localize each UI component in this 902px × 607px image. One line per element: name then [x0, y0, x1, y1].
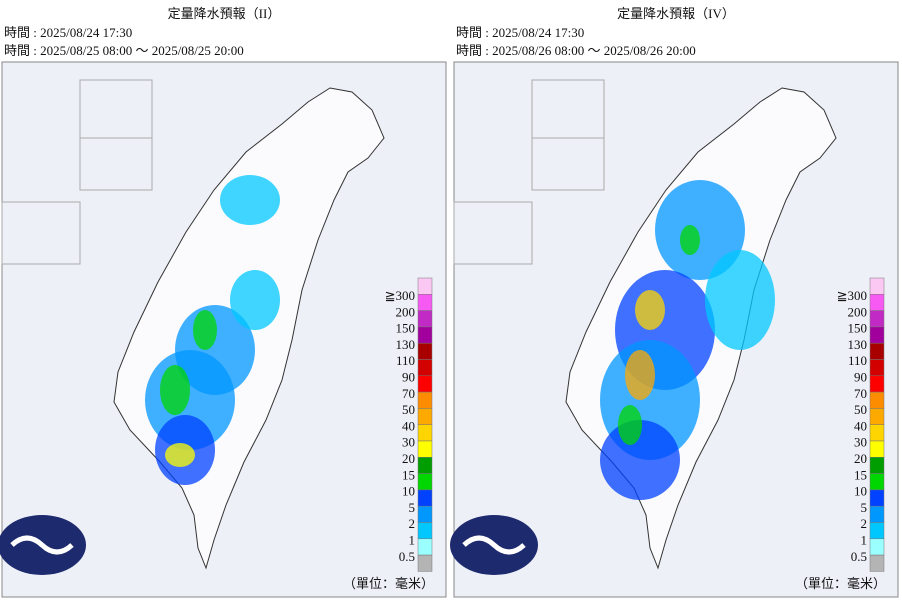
issue-time: 時間 : 2025/08/24 17:30 [4, 25, 132, 40]
legend-label: 200 [396, 304, 416, 319]
legend-swatch [417, 391, 433, 409]
legend-label: 70 [854, 386, 867, 401]
legend-swatch [869, 342, 885, 360]
legend-label: 40 [402, 418, 415, 433]
legend-swatch [869, 408, 885, 425]
legend-swatch [417, 408, 433, 425]
legend-swatch [417, 342, 433, 360]
logo-swirl [10, 535, 74, 555]
rain-area [618, 405, 642, 445]
legend-label: 90 [402, 370, 415, 385]
legend-swatch [869, 424, 885, 442]
legend-label: 30 [854, 435, 867, 450]
legend-swatch [869, 391, 885, 409]
legend-swatch [869, 489, 885, 507]
rain-area [680, 225, 700, 255]
legend-label: 0.5 [851, 549, 867, 564]
legend-label: 130 [396, 337, 416, 352]
legend-label: 20 [854, 451, 867, 466]
valid-time: 時間 : 2025/08/25 08:00 ～ 2025/08/25 20:00 [4, 43, 244, 58]
legend-swatch [869, 505, 885, 523]
legend-label: 5 [861, 500, 868, 515]
legend-label: 5 [409, 500, 416, 515]
legend-swatch [417, 310, 433, 328]
legend-label: 2 [409, 516, 416, 531]
legend-label: 90 [854, 370, 867, 385]
rain-area [220, 175, 280, 225]
unit-label: （單位：毫米） [795, 576, 886, 591]
legend-label: 150 [848, 321, 868, 336]
map-panel: 定量降水預報（II） 時間 : 2025/08/24 17:30 時間 : 2025… [0, 6, 447, 598]
inset-3 [1, 201, 81, 265]
legend-label: ≧300 [385, 288, 415, 303]
legend-swatch [869, 457, 885, 474]
legend-label: 15 [402, 467, 415, 482]
legend-label: 10 [854, 484, 867, 499]
legend-swatch [869, 326, 885, 344]
legend-label: 110 [848, 353, 867, 368]
legend-label: 150 [396, 321, 416, 336]
legend-swatch [417, 554, 433, 572]
legend-label: 30 [402, 435, 415, 450]
legend-swatch [869, 440, 885, 458]
legend-label: 40 [854, 418, 867, 433]
legend-swatch [417, 375, 433, 393]
legend-label: 110 [396, 353, 415, 368]
valid-time: 時間 : 2025/08/26 08:00 ～ 2025/08/26 20:00 [456, 43, 696, 58]
rain-area [160, 365, 190, 415]
legend-label: 130 [848, 337, 868, 352]
legend-swatch [417, 538, 433, 556]
legend-swatch [869, 375, 885, 393]
legend-swatch [417, 326, 433, 344]
legend-swatch [869, 538, 885, 556]
legend-label: ≧300 [837, 288, 867, 303]
legend-label: 0.5 [399, 549, 415, 564]
legend-swatch [869, 554, 885, 572]
rain-area [655, 180, 745, 280]
legend-swatch [869, 473, 885, 491]
legend-swatch [869, 294, 885, 311]
legend-swatch [417, 277, 433, 295]
legend-swatch [869, 359, 885, 377]
legend-swatch [417, 440, 433, 458]
rain-area [625, 350, 655, 400]
legend-label: 70 [402, 386, 415, 401]
rain-area [165, 443, 195, 467]
inset-3 [453, 201, 533, 265]
rain-area [193, 310, 217, 350]
legend-swatch [417, 294, 433, 311]
map-panel: 定量降水預報（IV） 時間 : 2025/08/24 17:30 時間 : 2025… [450, 6, 899, 598]
legend-swatch [417, 489, 433, 507]
legend-swatch [417, 505, 433, 523]
legend-swatch [869, 522, 885, 540]
legend-swatch [417, 522, 433, 540]
legend-swatch [417, 473, 433, 491]
logo-swirl [462, 535, 526, 555]
legend-swatch [869, 310, 885, 328]
legend-label: 50 [402, 402, 415, 417]
legend-label: 10 [402, 484, 415, 499]
inset-2 [79, 137, 153, 191]
legend-label: 20 [402, 451, 415, 466]
legend-swatch [417, 457, 433, 474]
legend-swatch [417, 359, 433, 377]
rain-area [600, 420, 680, 500]
legend-label: 1 [409, 533, 416, 548]
rain-area [635, 290, 665, 330]
legend-label: 1 [861, 533, 868, 548]
legend-label: 200 [848, 304, 868, 319]
panel-title: 定量降水預報（IV） [617, 6, 735, 21]
legend-swatch [417, 424, 433, 442]
issue-time: 時間 : 2025/08/24 17:30 [456, 25, 584, 40]
inset-2 [531, 137, 605, 191]
panel-title: 定量降水預報（II） [168, 6, 281, 21]
unit-label: （單位：毫米） [343, 576, 434, 591]
legend-label: 15 [854, 467, 867, 482]
legend-label: 50 [854, 402, 867, 417]
rain-area [230, 270, 280, 330]
rain-area [705, 250, 775, 350]
legend-swatch [869, 277, 885, 295]
legend-label: 2 [861, 516, 868, 531]
